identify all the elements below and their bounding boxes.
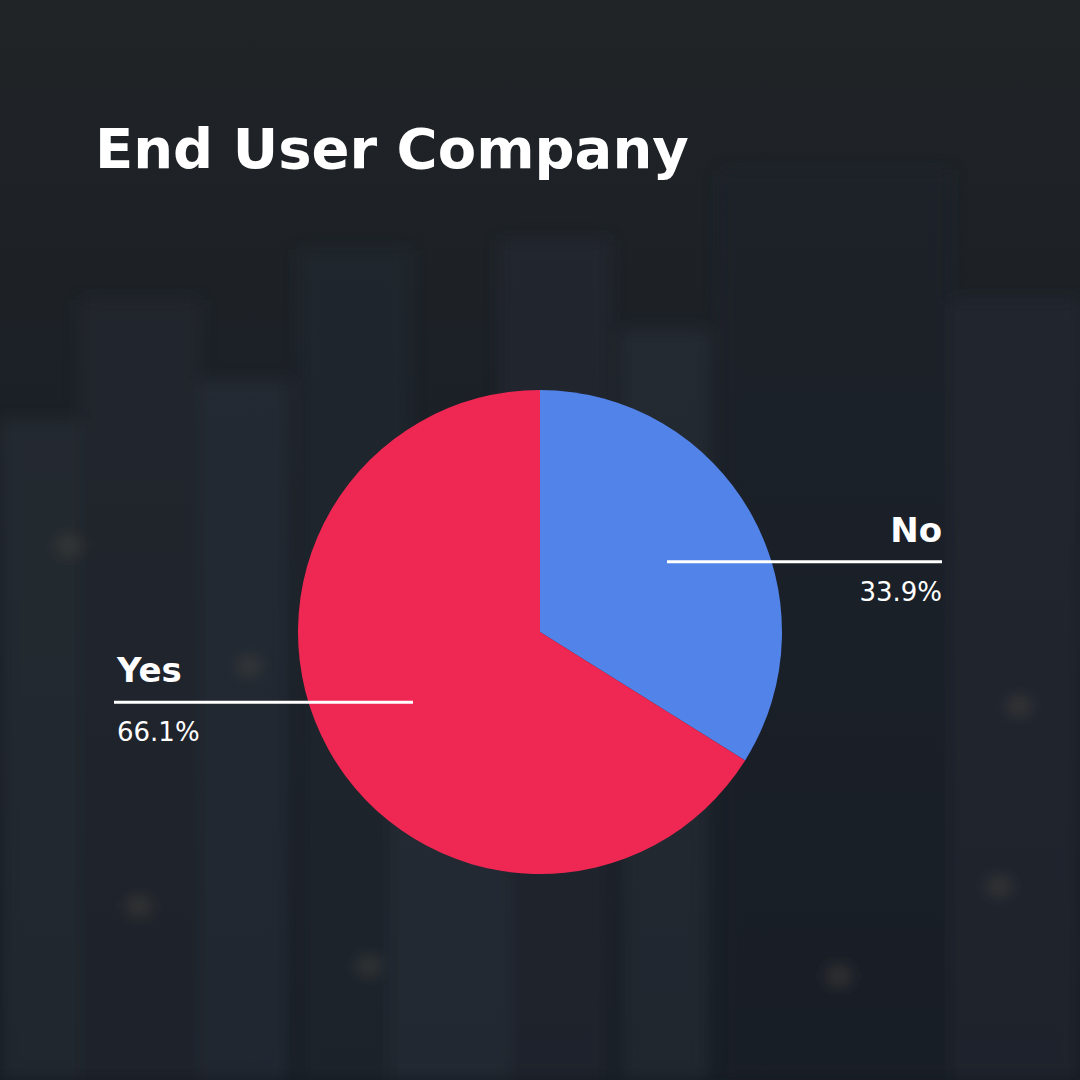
- slice-label: Yes: [116, 650, 182, 690]
- building: [0, 420, 90, 1080]
- slice-label: No: [890, 510, 942, 550]
- pie-slice: [298, 390, 745, 874]
- leader-line: [114, 701, 413, 704]
- page: {"chart_data": {"type": "pie", "title": …: [0, 0, 1080, 1080]
- window-light: [130, 900, 148, 912]
- leader-line: [667, 560, 942, 563]
- data-label: 33.9%: [859, 577, 942, 607]
- background: [0, 0, 1080, 1080]
- labels: No 33.9% Yes 66.1%: [114, 510, 942, 748]
- window-light: [990, 880, 1008, 892]
- building: [200, 380, 290, 1080]
- window-light: [1010, 700, 1028, 712]
- window-light: [60, 540, 78, 552]
- window-light: [360, 960, 378, 972]
- chart: End User Company No 33.9% Yes 66.1%: [0, 0, 1080, 1080]
- title: End User Company: [95, 116, 689, 181]
- pie: [298, 390, 782, 874]
- city-background: [0, 170, 1080, 1080]
- building: [80, 300, 200, 1080]
- data-label: 66.1%: [117, 717, 200, 747]
- window-light: [240, 660, 258, 672]
- building: [950, 300, 1080, 1080]
- window-light: [830, 970, 848, 982]
